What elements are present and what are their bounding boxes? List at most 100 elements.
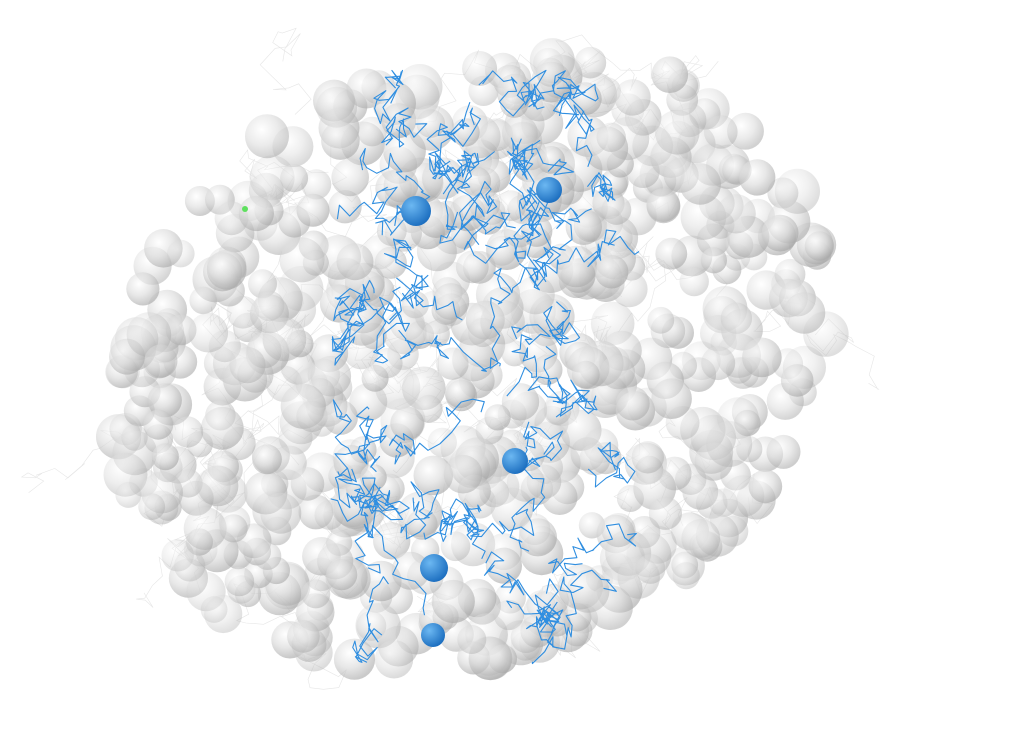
fiber-strand — [444, 150, 476, 230]
sphere — [197, 465, 239, 507]
fiber-strand — [334, 406, 388, 469]
sphere — [638, 525, 677, 564]
sphere — [280, 164, 309, 193]
sphere — [436, 347, 469, 380]
sphere — [565, 208, 602, 245]
sphere — [406, 509, 438, 540]
highlight-point — [242, 206, 248, 212]
sphere — [287, 620, 320, 653]
sphere — [700, 247, 728, 274]
fiber-strand — [331, 320, 365, 366]
sphere — [165, 314, 197, 346]
sphere — [238, 195, 274, 232]
sphere — [780, 364, 814, 397]
sphere — [316, 86, 358, 128]
fiber-strand — [586, 172, 616, 202]
sphere — [224, 566, 255, 597]
sphere — [296, 400, 328, 433]
fiber-strand — [334, 467, 373, 509]
sphere — [328, 190, 362, 224]
fiber-strand — [349, 279, 402, 325]
sphere — [739, 159, 776, 196]
fiber-strand — [373, 296, 410, 364]
sphere — [647, 306, 675, 334]
sphere — [631, 441, 664, 474]
sphere — [706, 421, 753, 467]
sphere — [382, 309, 427, 355]
sphere — [249, 155, 295, 201]
sphere — [543, 397, 572, 425]
sphere — [174, 550, 206, 582]
sphere — [279, 237, 325, 283]
sphere — [681, 519, 721, 558]
sphere — [655, 237, 688, 270]
sphere — [701, 346, 736, 381]
fiber-strand — [356, 482, 410, 514]
sphere — [253, 542, 282, 570]
sphere — [408, 105, 455, 151]
fiber-strand — [520, 70, 580, 121]
sphere — [144, 344, 178, 378]
mesh-strand — [259, 27, 312, 115]
sphere — [372, 348, 403, 379]
sphere — [518, 518, 558, 557]
sphere — [596, 122, 626, 152]
fiber-strand — [400, 481, 440, 540]
sphere — [143, 409, 174, 440]
sphere — [646, 188, 681, 222]
sphere — [200, 406, 244, 450]
sphere — [761, 214, 799, 252]
sphere — [301, 579, 331, 609]
fiber-strand — [398, 329, 492, 372]
fiber-strand — [359, 147, 431, 236]
fiber-strand — [526, 604, 568, 636]
sphere — [804, 231, 835, 261]
fiber-strand — [400, 274, 463, 321]
sphere — [188, 312, 229, 353]
sphere — [600, 354, 635, 390]
fiber-strand — [373, 69, 404, 125]
sphere — [501, 383, 540, 421]
sphere — [535, 57, 565, 87]
fiber-strand — [556, 76, 599, 135]
sphere — [381, 103, 417, 139]
sphere — [680, 194, 727, 240]
sphere — [566, 569, 610, 613]
sphere — [126, 272, 160, 306]
fiber-strand — [523, 421, 564, 469]
fiber-strand — [354, 477, 404, 574]
sphere — [682, 474, 719, 510]
sphere — [601, 513, 636, 548]
sphere — [206, 249, 247, 290]
sphere — [321, 121, 360, 160]
sphere — [615, 386, 650, 421]
sphere — [579, 443, 611, 476]
fiber-strand — [330, 494, 427, 616]
fiber-strand — [381, 107, 428, 148]
sphere — [783, 292, 826, 334]
sphere — [601, 195, 632, 225]
sphere — [374, 640, 414, 679]
fiber-strand — [352, 576, 389, 663]
sphere — [679, 163, 721, 205]
sphere — [422, 320, 450, 348]
sphere — [357, 116, 387, 147]
sphere — [651, 56, 689, 93]
sphere — [333, 638, 376, 680]
fiber-strand — [519, 139, 550, 243]
sphere — [614, 79, 651, 116]
sphere — [229, 347, 266, 384]
sphere — [151, 443, 179, 471]
sphere — [455, 250, 489, 284]
marker-sphere — [421, 623, 445, 647]
sphere — [331, 158, 370, 197]
marker-sphere — [420, 554, 448, 582]
sphere — [360, 464, 387, 491]
sphere — [390, 406, 425, 441]
sphere — [704, 115, 738, 149]
sphere — [457, 625, 487, 654]
fiber-strand — [456, 153, 516, 235]
sphere — [440, 531, 471, 562]
sphere — [245, 114, 289, 159]
